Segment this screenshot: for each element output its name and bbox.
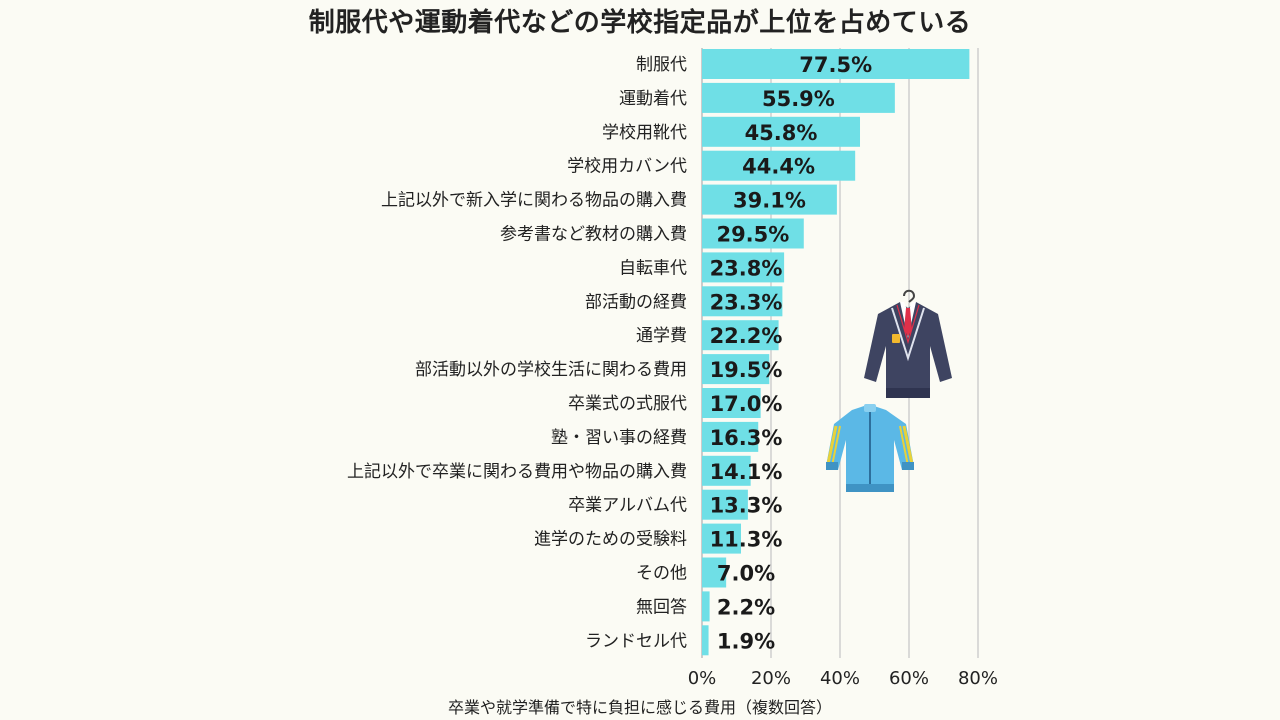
category-label: その他 bbox=[636, 564, 687, 584]
category-label: 上記以外で新入学に関わる物品の購入費 bbox=[381, 191, 687, 211]
blazer-illustration bbox=[864, 289, 952, 398]
x-tick-label: 0% bbox=[688, 668, 717, 689]
x-tick-label: 60% bbox=[889, 668, 929, 689]
value-label: 44.4% bbox=[742, 155, 815, 179]
category-label: 部活動以外の学校生活に関わる費用 bbox=[415, 360, 687, 380]
value-label: 1.9% bbox=[717, 629, 775, 653]
bar bbox=[702, 455, 751, 486]
bar bbox=[702, 523, 741, 554]
value-label: 2.2% bbox=[717, 595, 775, 619]
value-label: 19.5% bbox=[710, 358, 783, 382]
value-label: 14.1% bbox=[710, 460, 783, 484]
x-tick-label: 20% bbox=[751, 668, 791, 689]
category-label: 制服代 bbox=[636, 55, 687, 75]
category-label: 学校用靴代 bbox=[602, 123, 687, 143]
bar bbox=[702, 218, 804, 249]
value-label: 23.3% bbox=[710, 290, 783, 314]
value-label: 17.0% bbox=[710, 392, 783, 416]
x-tick-label: 80% bbox=[958, 668, 998, 689]
category-label: 学校用カバン代 bbox=[567, 157, 687, 177]
bar bbox=[702, 49, 970, 79]
bar bbox=[702, 489, 748, 520]
bar bbox=[702, 252, 785, 283]
value-label: 55.9% bbox=[762, 87, 835, 111]
value-label: 45.8% bbox=[745, 121, 818, 145]
track-jacket-illustration bbox=[826, 404, 914, 492]
value-label: 16.3% bbox=[710, 426, 783, 450]
bar bbox=[702, 625, 709, 656]
value-label: 39.1% bbox=[733, 189, 806, 213]
category-label: 上記以外で卒業に関わる費用や物品の購入費 bbox=[347, 462, 687, 482]
category-label: 自転車代 bbox=[619, 258, 687, 278]
bar bbox=[702, 388, 761, 418]
category-label: 卒業式の式服代 bbox=[568, 394, 687, 414]
bar bbox=[702, 421, 759, 452]
bar bbox=[702, 116, 861, 147]
bar bbox=[702, 354, 770, 385]
category-label: 塾・習い事の経費 bbox=[551, 427, 687, 448]
value-label: 77.5% bbox=[799, 53, 872, 77]
category-label: 進学のための受験料 bbox=[534, 530, 687, 550]
bar bbox=[702, 557, 727, 588]
value-label: 13.3% bbox=[710, 494, 783, 518]
category-label: 無回答 bbox=[636, 597, 687, 617]
category-label: 参考書など教材の購入費 bbox=[500, 225, 687, 245]
bar bbox=[702, 184, 837, 215]
value-label: 23.8% bbox=[710, 256, 783, 280]
x-axis-title: 卒業や就学準備で特に負担に感じる費用（複数回答） bbox=[447, 698, 832, 717]
category-label: 運動着代 bbox=[619, 89, 687, 109]
category-label: 部活動の経費 bbox=[585, 292, 687, 312]
chart-title: 制服代や運動着代などの学校指定品が上位を占めている bbox=[308, 8, 972, 38]
bar bbox=[702, 82, 895, 113]
value-label: 11.3% bbox=[710, 528, 783, 552]
category-label: 卒業アルバム代 bbox=[568, 496, 687, 516]
category-label: 通学費 bbox=[636, 326, 687, 346]
value-label: 7.0% bbox=[717, 562, 775, 586]
bar bbox=[702, 320, 779, 351]
bar bbox=[702, 591, 710, 622]
bar bbox=[702, 286, 783, 317]
bar bbox=[702, 150, 856, 181]
value-label: 29.5% bbox=[716, 223, 789, 247]
x-tick-label: 40% bbox=[820, 668, 860, 689]
value-label: 22.2% bbox=[710, 324, 783, 348]
category-label: ランドセル代 bbox=[585, 631, 687, 651]
